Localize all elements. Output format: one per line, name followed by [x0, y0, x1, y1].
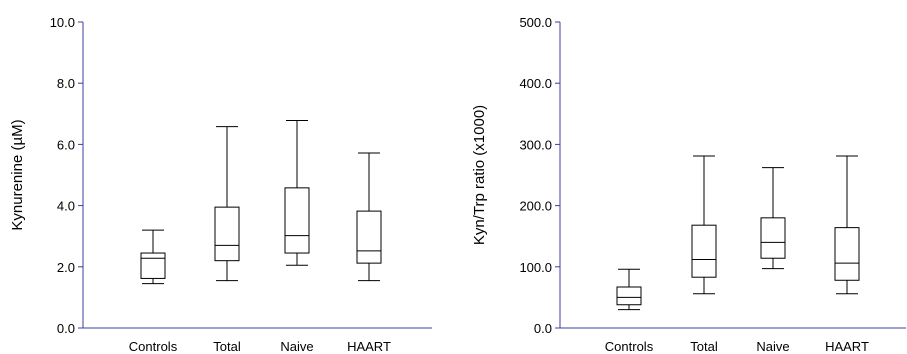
y-tick-label: 10.0	[50, 15, 75, 30]
y-tick-label: 100.0	[519, 260, 552, 275]
iqr-box	[691, 224, 717, 278]
iqr-box	[834, 227, 860, 281]
iqr-box	[356, 210, 382, 264]
y-tick-label: 8.0	[57, 76, 75, 91]
y-axis-title: Kyn/Trp ratio (x1000)	[471, 105, 488, 245]
box-haart: HAART	[347, 152, 391, 354]
y-axis-title: Kynurenine (µM)	[9, 119, 26, 230]
iqr-box	[616, 286, 642, 306]
y-tick-label: 0.0	[534, 321, 552, 336]
y-tick-label: 200.0	[519, 199, 552, 214]
iqr-box	[140, 252, 166, 279]
y-tick-label: 2.0	[57, 260, 75, 275]
box-total: Total	[690, 155, 718, 354]
y-tick-label: 300.0	[519, 137, 552, 152]
box-controls: Controls	[129, 229, 178, 354]
x-category-label: Total	[213, 339, 241, 354]
box-haart: HAART	[825, 155, 869, 354]
x-category-label: Controls	[129, 339, 178, 354]
iqr-box	[760, 217, 786, 259]
x-category-label: HAART	[347, 339, 391, 354]
y-tick-label: 4.0	[57, 199, 75, 214]
y-tick-label: 6.0	[57, 137, 75, 152]
chart-panel-2: 0.0 100.0 200.0 300.0 400.0 500.0 Kyn/Trp rati…	[471, 15, 906, 354]
box-controls: Controls	[605, 268, 654, 354]
x-category-label: Naive	[280, 339, 313, 354]
x-category-label: HAART	[825, 339, 869, 354]
iqr-box	[284, 187, 310, 254]
y-tick-label: 500.0	[519, 15, 552, 30]
iqr-box	[214, 206, 240, 262]
y-tick-label: 400.0	[519, 76, 552, 91]
x-category-label: Total	[690, 339, 718, 354]
x-category-label: Controls	[605, 339, 654, 354]
x-category-label: Naive	[756, 339, 789, 354]
y-tick-label: 0.0	[57, 321, 75, 336]
box-total: Total	[213, 126, 241, 354]
chart-panel-1: 0.0 2.0 4.0 6.0 8.0 10.0 Kynurenine (µM) Contro…	[9, 15, 432, 354]
box-naive: Naive	[280, 120, 314, 354]
box-naive: Naive	[756, 167, 790, 354]
